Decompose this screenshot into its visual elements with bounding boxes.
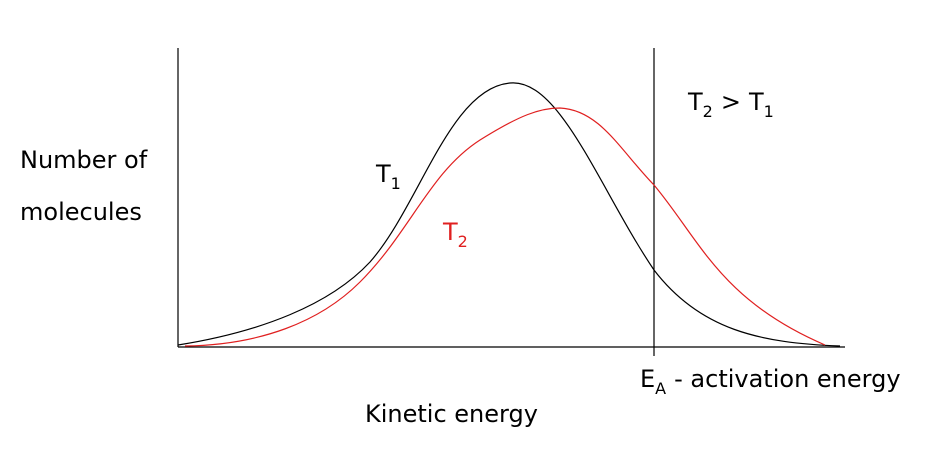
- curve-label-main: T: [375, 160, 391, 188]
- curve-label-sub: 1: [391, 174, 401, 193]
- comparison-left: T: [687, 88, 703, 116]
- comparison-left-sub: 2: [703, 102, 713, 121]
- y-axis-label: molecules: [20, 198, 142, 226]
- comparison-right: T: [748, 88, 764, 116]
- curve-label-sub: 2: [458, 232, 468, 251]
- curve-label: T1: [375, 160, 401, 193]
- comparison-right-sub: 1: [764, 102, 774, 121]
- activation-text: - activation energy: [674, 365, 900, 393]
- x-axis-label: Kinetic energy: [365, 400, 538, 428]
- y-axis-label: Number of: [20, 146, 148, 174]
- curve-t1: [177, 82, 841, 347]
- curve-label-main: T: [442, 218, 458, 246]
- curve-t2: [184, 107, 826, 347]
- activation-symbol: E: [640, 365, 655, 393]
- curve-label: T2: [442, 218, 468, 251]
- comparison-operator: >: [721, 88, 741, 116]
- activation-sub: A: [655, 379, 666, 398]
- activation-label: EA - activation energy: [640, 365, 901, 398]
- comparison: T2 > T1: [687, 88, 774, 121]
